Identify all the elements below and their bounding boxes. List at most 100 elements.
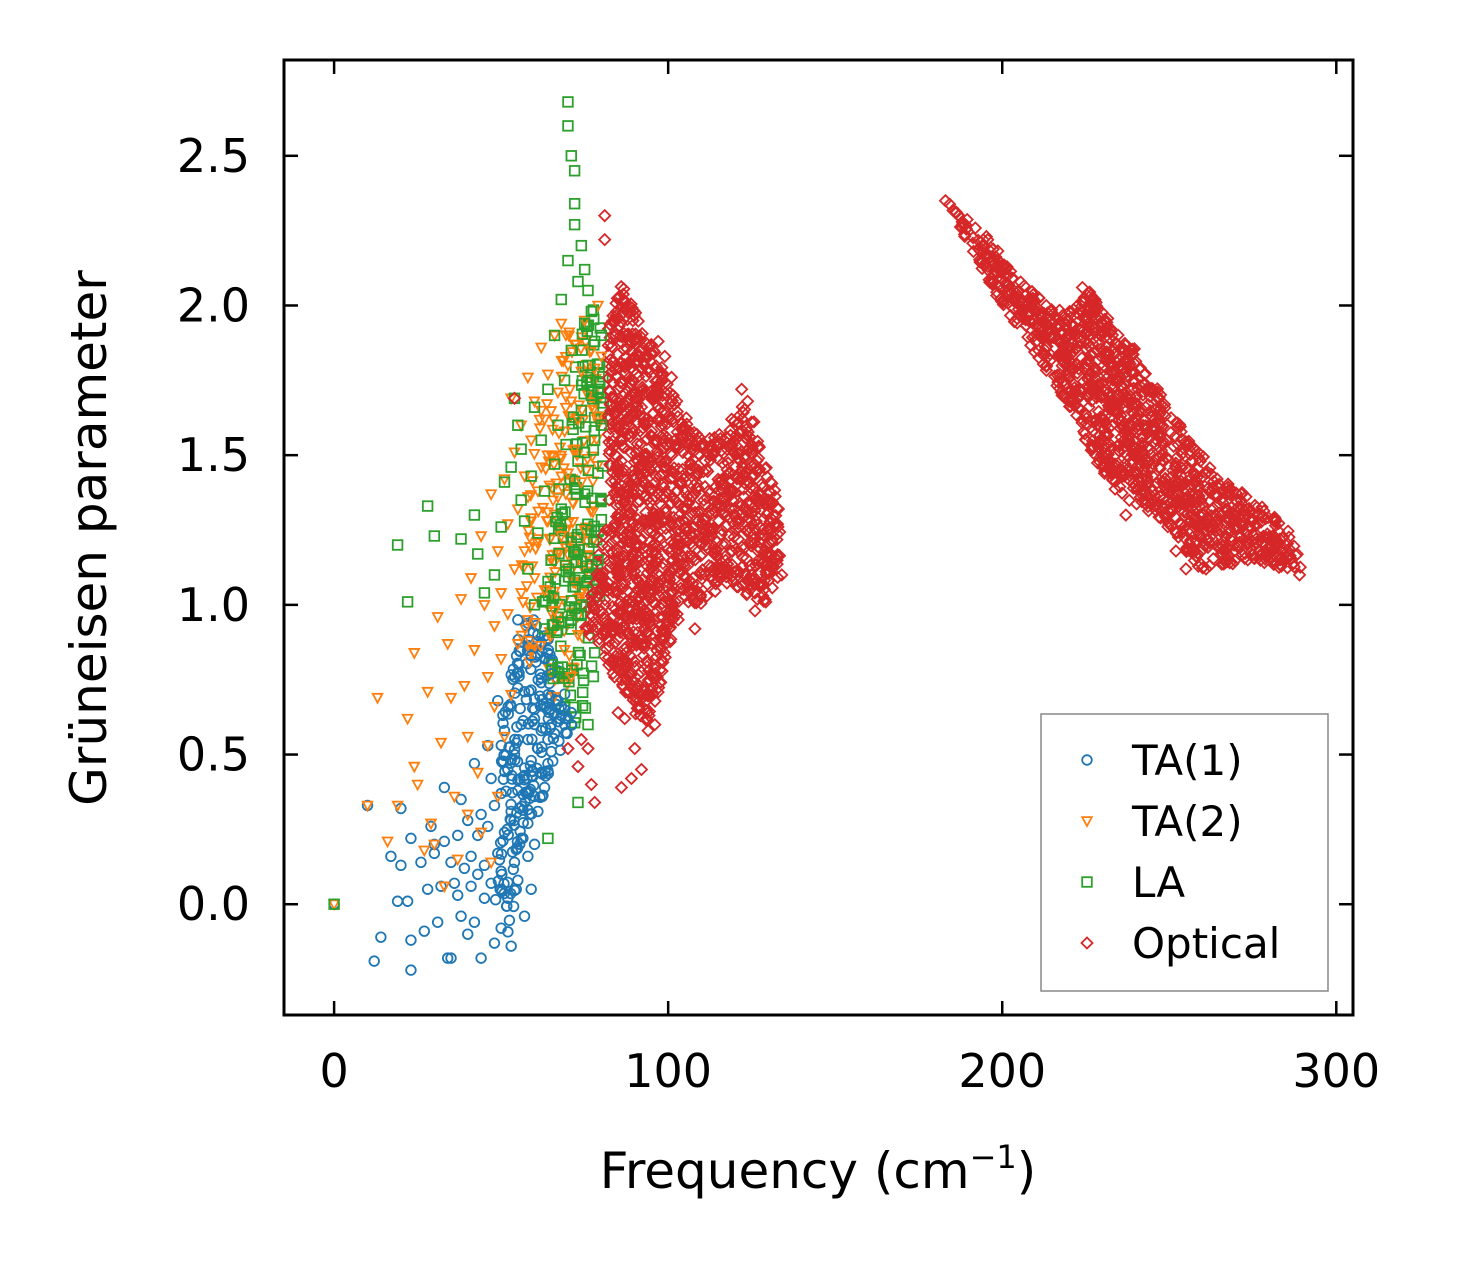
ta-1-point xyxy=(542,757,554,770)
optical-point xyxy=(1138,400,1153,414)
optical-point xyxy=(1212,523,1227,537)
ta-2-point xyxy=(444,692,458,705)
optical-point xyxy=(688,592,702,607)
optical-point xyxy=(640,655,655,669)
ta-1-point xyxy=(485,877,497,889)
ta-1-point xyxy=(528,838,541,851)
optical-point xyxy=(643,592,658,606)
optical-point xyxy=(605,599,620,614)
optical-point xyxy=(1123,468,1137,483)
ta-1-point xyxy=(509,671,521,683)
optical-point xyxy=(613,329,627,343)
ta-1-point xyxy=(475,808,487,821)
la-point xyxy=(575,599,588,611)
optical-point xyxy=(1222,556,1237,570)
ta-1-point xyxy=(514,825,526,837)
optical-point xyxy=(693,590,708,604)
la-point xyxy=(542,383,554,396)
optical-point xyxy=(648,385,663,399)
la-point xyxy=(552,662,564,674)
optical-point xyxy=(1175,478,1190,492)
ta-2-point xyxy=(552,428,566,440)
ta-2-point xyxy=(498,731,511,744)
optical-point xyxy=(761,493,776,507)
optical-point xyxy=(1158,481,1173,495)
optical-point xyxy=(627,564,642,578)
optical-point xyxy=(615,433,630,447)
optical-point xyxy=(612,319,627,333)
ta-2-point xyxy=(555,371,569,384)
optical-point xyxy=(990,285,1004,299)
ta-2-point xyxy=(528,448,541,461)
optical-point xyxy=(613,375,628,390)
optical-point xyxy=(587,795,602,810)
optical-point xyxy=(624,771,639,786)
optical-point xyxy=(671,524,685,538)
optical-point xyxy=(1159,508,1173,522)
la-point xyxy=(570,556,582,569)
optical-point xyxy=(1122,427,1136,441)
la-point xyxy=(574,649,586,662)
ta-2-point xyxy=(538,414,551,427)
optical-point xyxy=(612,596,626,611)
optical-point xyxy=(614,780,629,795)
optical-point xyxy=(1174,517,1189,532)
optical-point xyxy=(938,193,953,208)
optical-point xyxy=(1168,461,1183,475)
optical-point xyxy=(1084,414,1099,428)
ta-2-point xyxy=(518,623,532,636)
optical-point xyxy=(717,491,732,505)
la-point xyxy=(562,254,574,267)
ta-2-point xyxy=(481,671,495,684)
ta-1-point xyxy=(535,724,547,737)
ta-1-point xyxy=(495,922,507,934)
optical-point xyxy=(1137,376,1152,391)
la-point xyxy=(562,120,574,132)
optical-point xyxy=(1132,479,1146,494)
optical-point xyxy=(1117,424,1132,438)
optical-point xyxy=(1048,319,1063,334)
optical-point xyxy=(676,472,691,486)
optical-point xyxy=(1227,538,1241,552)
optical-point xyxy=(618,360,632,374)
optical-point xyxy=(1257,555,1272,570)
optical-point xyxy=(660,437,674,452)
la-point xyxy=(579,496,591,508)
ta-1-point xyxy=(452,889,464,901)
optical-point xyxy=(713,436,728,451)
ta-2-point xyxy=(541,369,555,382)
optical-point xyxy=(1062,371,1076,386)
ta-1-point xyxy=(506,773,518,785)
optical-point xyxy=(1205,503,1219,517)
ta-2-point xyxy=(530,592,544,605)
optical-point xyxy=(740,428,754,442)
optical-point xyxy=(1152,460,1167,474)
optical-point xyxy=(1292,568,1307,582)
ta-2-point xyxy=(494,588,508,600)
ta-1-point xyxy=(418,925,431,937)
la-point xyxy=(554,519,567,531)
optical-point xyxy=(1273,552,1287,567)
optical-point xyxy=(743,476,757,490)
la-point xyxy=(575,404,588,416)
la-point xyxy=(515,494,527,506)
optical-point xyxy=(668,594,682,609)
optical-point xyxy=(701,484,716,498)
optical-point xyxy=(1097,464,1112,478)
optical-point xyxy=(1176,441,1191,455)
optical-point xyxy=(599,579,613,594)
optical-point xyxy=(608,602,623,616)
ta-1-point xyxy=(522,733,534,746)
optical-point xyxy=(649,508,664,522)
la-point xyxy=(572,528,584,541)
optical-point xyxy=(617,420,631,434)
optical-point xyxy=(658,349,672,364)
optical-point xyxy=(1103,321,1118,336)
optical-point xyxy=(706,546,721,560)
ta-1-point xyxy=(507,900,520,913)
ta-2-point xyxy=(533,423,547,436)
optical-point xyxy=(753,527,767,542)
y-tick-label: 2.5 xyxy=(177,129,250,183)
optical-point xyxy=(654,478,669,492)
optical-point xyxy=(1283,548,1297,563)
